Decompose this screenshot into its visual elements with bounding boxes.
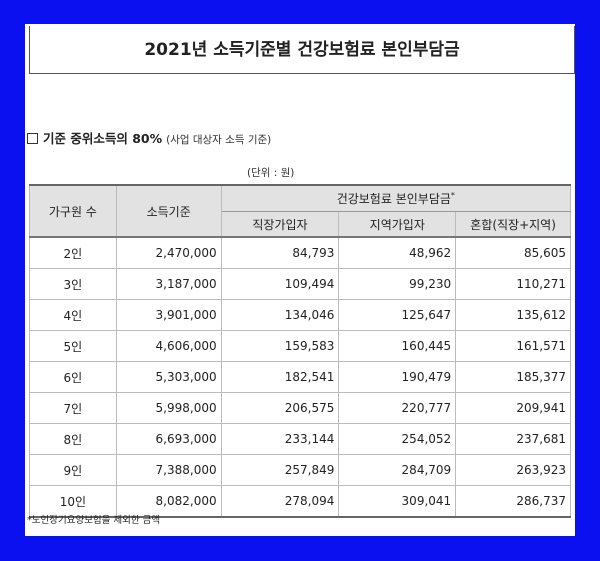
- cell-income: 6,693,000: [115, 423, 222, 455]
- cell-household: 6인: [29, 361, 117, 393]
- cell-household: 5인: [29, 330, 117, 362]
- table-row: 6인 5,303,000 182,541 190,479 185,377: [29, 361, 571, 393]
- cell-workplace: 182,541: [220, 361, 340, 393]
- cell-regional: 125,647: [338, 299, 457, 331]
- cell-income: 5,303,000: [115, 361, 222, 393]
- cell-household: 2인: [29, 236, 117, 269]
- cell-mixed: 237,681: [455, 423, 571, 455]
- cell-regional: 284,709: [338, 454, 457, 486]
- cell-mixed: 185,377: [455, 361, 571, 393]
- cell-mixed: 161,571: [455, 330, 571, 362]
- cell-mixed: 263,923: [455, 454, 571, 486]
- cell-income: 7,388,000: [115, 454, 222, 486]
- cell-mixed: 135,612: [455, 299, 571, 331]
- header-group: 건강보험료 본인부담금*: [220, 184, 572, 212]
- cell-regional: 220,777: [338, 392, 457, 424]
- premium-table: 가구원 수 소득기준 건강보험료 본인부담금* 직장가입자 지역가입자 혼합(직…: [29, 184, 572, 518]
- cell-income: 3,901,000: [115, 299, 222, 331]
- cell-workplace: 233,144: [220, 423, 340, 455]
- header-income: 소득기준: [115, 184, 222, 238]
- cell-household: 8인: [29, 423, 117, 455]
- cell-mixed: 209,941: [455, 392, 571, 424]
- table-row: 9인 7,388,000 257,849 284,709 263,923: [29, 454, 571, 486]
- checkbox-square-icon: [27, 133, 38, 144]
- document-title: 2021년 소득기준별 건강보험료 본인부담금: [29, 26, 575, 74]
- cell-mixed: 85,605: [455, 236, 571, 269]
- header-group-label: 건강보험료 본인부담금: [336, 192, 451, 206]
- cell-regional: 160,445: [338, 330, 457, 362]
- cell-workplace: 278,094: [220, 485, 340, 518]
- cell-workplace: 159,583: [220, 330, 340, 362]
- cell-household: 9인: [29, 454, 117, 486]
- header-mixed: 혼합(직장+지역): [455, 211, 571, 238]
- table-row: 3인 3,187,000 109,494 99,230 110,271: [29, 268, 571, 300]
- table-row: 5인 4,606,000 159,583 160,445 161,571: [29, 330, 571, 362]
- cell-workplace: 134,046: [220, 299, 340, 331]
- cell-income: 3,187,000: [115, 268, 222, 300]
- table-row: 7인 5,998,000 206,575 220,777 209,941: [29, 392, 571, 424]
- subheading-prefix: 기준 중위소득의 80%: [43, 131, 163, 146]
- cell-workplace: 84,793: [220, 236, 340, 269]
- cell-household: 7인: [29, 392, 117, 424]
- cell-income: 2,470,000: [115, 236, 222, 269]
- cell-regional: 48,962: [338, 236, 457, 269]
- header-household: 가구원 수: [29, 184, 117, 238]
- cell-workplace: 257,849: [220, 454, 340, 486]
- subheading-note: (사업 대상자 소득 기준): [166, 134, 272, 146]
- cell-regional: 309,041: [338, 485, 457, 518]
- header-regional: 지역가입자: [338, 211, 457, 238]
- cell-mixed: 286,737: [455, 485, 571, 518]
- cell-mixed: 110,271: [455, 268, 571, 300]
- cell-workplace: 206,575: [220, 392, 340, 424]
- cell-regional: 99,230: [338, 268, 457, 300]
- cell-workplace: 109,494: [220, 268, 340, 300]
- cell-income: 4,606,000: [115, 330, 222, 362]
- cell-household: 3인: [29, 268, 117, 300]
- footnote: *노인장기요양보험을 제외한 금액: [27, 515, 161, 526]
- table-row: 8인 6,693,000 233,144 254,052 237,681: [29, 423, 571, 455]
- header-group-mark: *: [450, 191, 455, 200]
- header-workplace: 직장가입자: [220, 211, 340, 238]
- table-row: 2인 2,470,000 84,793 48,962 85,605: [29, 236, 571, 269]
- cell-income: 8,082,000: [115, 485, 222, 518]
- cell-regional: 190,479: [338, 361, 457, 393]
- subheading: 기준 중위소득의 80% (사업 대상자 소득 기준): [27, 128, 271, 147]
- table-row: 10인 8,082,000 278,094 309,041 286,737: [29, 485, 571, 518]
- cell-regional: 254,052: [338, 423, 457, 455]
- document-sheet: 2021년 소득기준별 건강보험료 본인부담금 기준 중위소득의 80% (사업…: [25, 24, 575, 536]
- cell-income: 5,998,000: [115, 392, 222, 424]
- table-row: 4인 3,901,000 134,046 125,647 135,612: [29, 299, 571, 331]
- cell-household: 4인: [29, 299, 117, 331]
- unit-label: (단위 : 원): [247, 167, 295, 179]
- cell-household: 10인: [29, 485, 117, 518]
